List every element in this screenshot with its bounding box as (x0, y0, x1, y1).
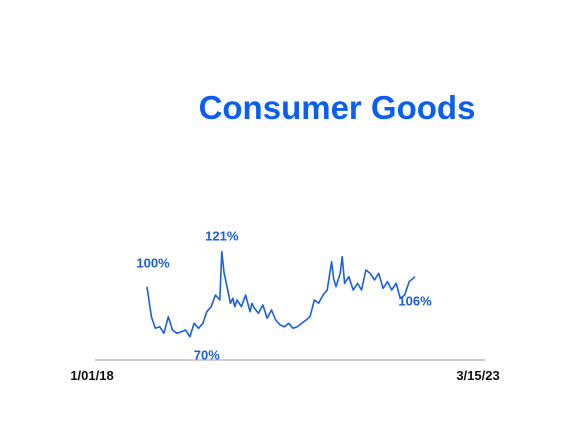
chart-title: Consumer Goods (199, 89, 476, 126)
annotation-label-0: 100% (136, 256, 170, 271)
x-tick-label-start: 1/01/18 (70, 368, 113, 383)
x-tick-label-end: 3/15/23 (456, 368, 499, 383)
annotation-label-1: 121% (205, 229, 239, 244)
annotation-label-2: 70% (194, 348, 220, 363)
annotation-label-3: 106% (398, 294, 432, 309)
series-line (146, 250, 416, 338)
